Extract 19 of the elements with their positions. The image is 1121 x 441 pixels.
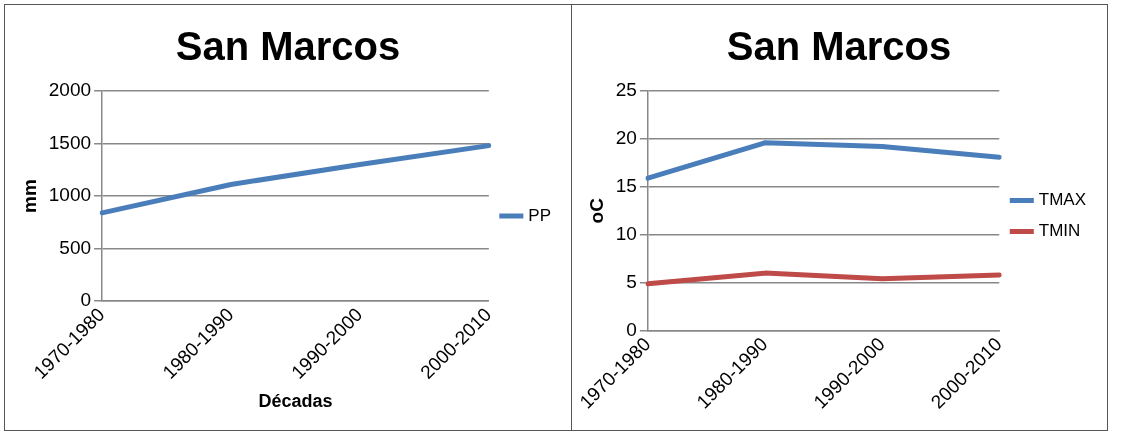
y-axis-title: mm <box>18 179 40 213</box>
legend-label: TMAX <box>1038 190 1087 210</box>
y-tick-label: 15 <box>615 175 637 197</box>
y-tick-label: 5 <box>626 270 637 292</box>
legend-label: TMIN <box>1038 221 1081 241</box>
y-tick-label: 10 <box>615 223 637 245</box>
y-tick-label: 2000 <box>48 79 92 101</box>
y-tick-label: 1000 <box>48 184 92 206</box>
y-tick-label: 0 <box>626 318 637 340</box>
x-axis-title: Décadas <box>258 391 333 412</box>
y-tick-label: 500 <box>59 236 92 258</box>
y-tick-label: 25 <box>615 79 637 101</box>
legend-label: PP <box>528 205 552 225</box>
y-tick-label: 20 <box>615 127 637 149</box>
chart-title: San Marcos <box>726 24 952 69</box>
chart-title: San Marcos <box>175 24 401 69</box>
y-axis-title: oC <box>585 197 607 224</box>
y-tick-label: 1500 <box>48 131 92 153</box>
y-tick-label: 0 <box>80 289 92 311</box>
